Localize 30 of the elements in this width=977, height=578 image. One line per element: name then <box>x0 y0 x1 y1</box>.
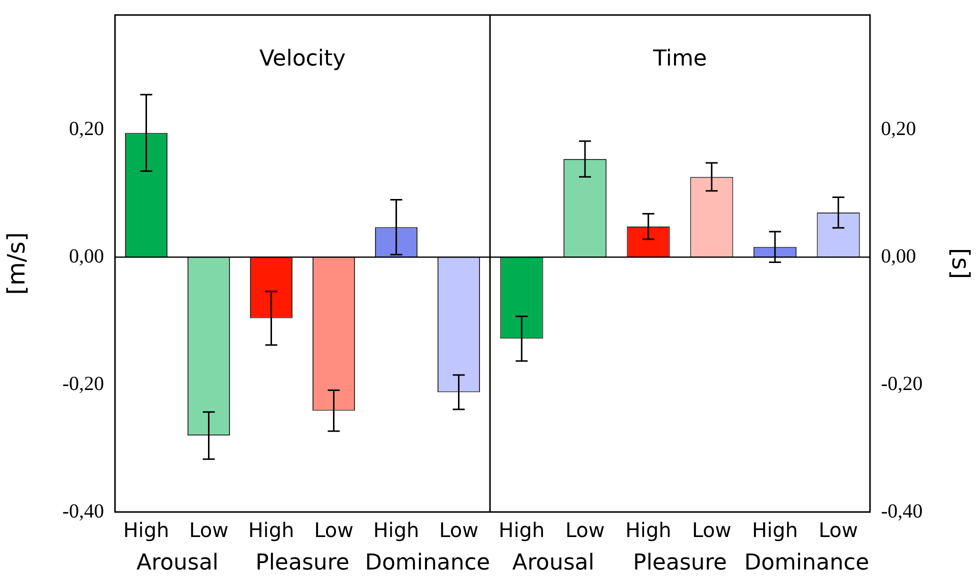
text: Arousal <box>136 550 219 576</box>
text: Arousal <box>512 550 594 576</box>
text: Pleasure <box>633 550 727 576</box>
x-tick-label: High <box>498 518 545 542</box>
x-tick-label: High <box>123 518 170 542</box>
y2-tick-label: 0,20 <box>881 118 916 140</box>
x-tick-label: Low <box>692 518 732 542</box>
y2-tick-label: -0,20 <box>881 372 923 395</box>
x-tick-label: High <box>625 518 672 542</box>
y-axis-title: [m/s] <box>2 232 31 295</box>
text: Velocity <box>259 46 346 72</box>
text: Dominance <box>365 550 490 576</box>
x-tick-label: High <box>752 518 798 542</box>
x-tick-label: Low <box>818 518 858 542</box>
y-tick-label: 0,00 <box>69 245 104 268</box>
y2-tick-label: 0,00 <box>881 245 916 268</box>
x-tick-label: High <box>373 518 420 542</box>
x-tick-label: High <box>248 518 294 542</box>
y-tick-label: -0,20 <box>62 372 104 395</box>
text: Dominance <box>744 550 870 576</box>
text: Pleasure <box>256 550 350 576</box>
x-tick-label: Low <box>189 518 228 542</box>
y2-axis-title: [s] <box>946 248 974 280</box>
x-tick-label: Low <box>439 518 478 542</box>
y-tick-label: -0,40 <box>62 500 104 522</box>
y-tick-label: 0,20 <box>69 118 104 140</box>
text: Time <box>652 46 707 72</box>
x-tick-label: Low <box>565 518 605 542</box>
y2-tick-label: -0,40 <box>881 500 923 522</box>
x-tick-label: Low <box>314 518 354 542</box>
